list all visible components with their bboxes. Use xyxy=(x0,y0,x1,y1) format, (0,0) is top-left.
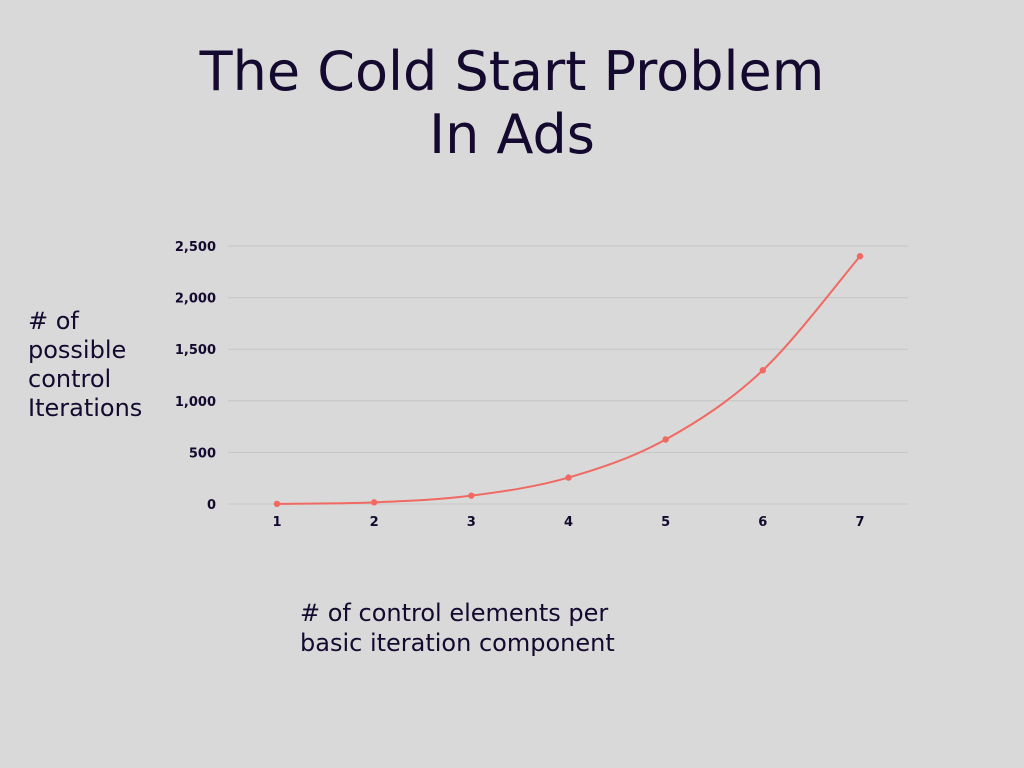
x-tick-label: 4 xyxy=(564,515,573,530)
y-axis-label-line-4: Iterations xyxy=(28,394,143,422)
data-point xyxy=(468,492,475,499)
y-tick-label: 2,000 xyxy=(175,292,216,307)
data-point xyxy=(273,500,281,508)
x-axis-label: # of control elements per basic iteratio… xyxy=(300,598,720,658)
y-axis-ticks: 0 500 1,000 1,500 2,000 2,500 xyxy=(175,240,216,513)
x-axis-ticks: 1 2 3 4 5 6 7 xyxy=(272,515,864,530)
x-tick-label: 1 xyxy=(272,515,281,530)
series-layer xyxy=(273,253,864,508)
y-axis-label-line-1: # of xyxy=(28,307,79,335)
x-tick-label: 6 xyxy=(758,515,767,530)
chart-title-line-1: The Cold Start Problem xyxy=(199,40,825,103)
y-axis-label-line-3: control xyxy=(28,365,112,393)
data-point xyxy=(856,253,864,260)
data-point xyxy=(662,436,669,443)
chart-title: The Cold Start Problem In Ads xyxy=(112,40,912,166)
series-line xyxy=(276,255,861,505)
data-point xyxy=(565,474,572,481)
x-tick-label: 2 xyxy=(370,515,379,530)
chart-title-line-2: In Ads xyxy=(429,103,595,166)
y-axis-label-line-2: possible xyxy=(28,336,127,364)
y-tick-label: 0 xyxy=(207,498,216,513)
x-tick-label: 5 xyxy=(661,515,670,530)
y-axis-label: # of possible control Iterations xyxy=(28,307,168,423)
y-tick-label: 1,000 xyxy=(175,395,216,410)
y-tick-label: 2,500 xyxy=(175,240,216,255)
y-tick-label: 500 xyxy=(189,446,216,461)
x-tick-label: 7 xyxy=(855,515,864,530)
x-axis-label-line-1: # of control elements per xyxy=(300,599,609,627)
data-point xyxy=(759,367,767,374)
data-point xyxy=(370,499,378,506)
y-tick-label: 1,500 xyxy=(175,343,216,358)
x-axis-label-line-2: basic iteration component xyxy=(300,629,615,657)
x-tick-label: 3 xyxy=(467,515,476,530)
grid-lines xyxy=(228,245,908,505)
